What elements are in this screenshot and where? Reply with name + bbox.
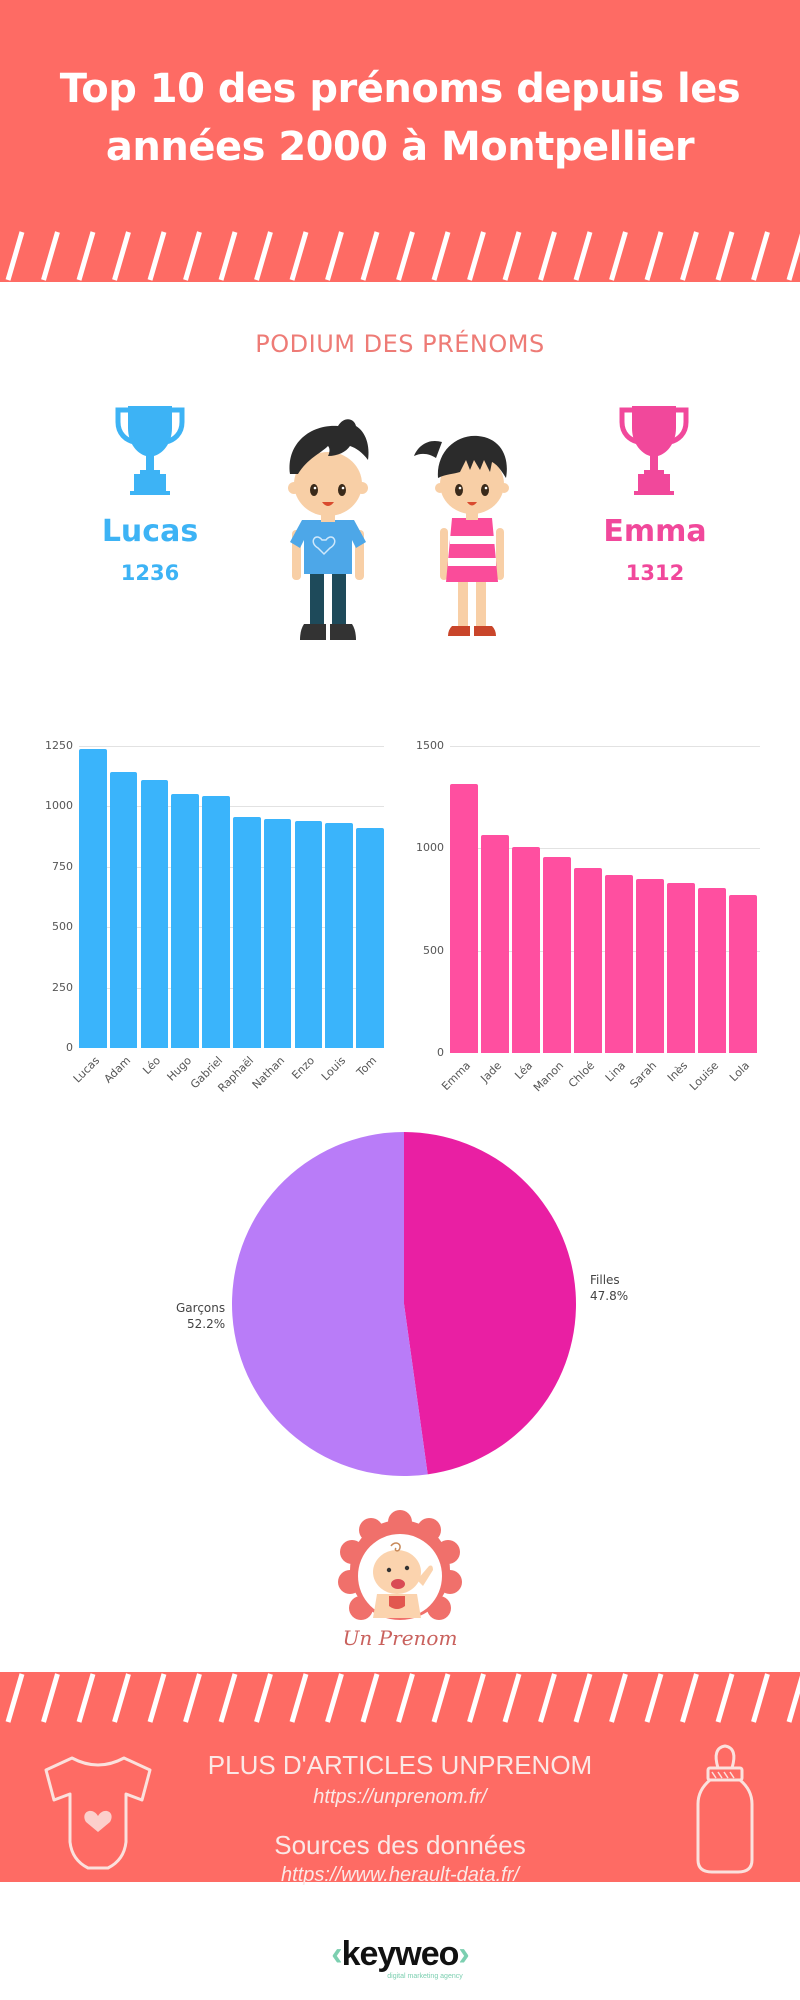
y-axis-tick: 500 <box>423 943 444 957</box>
y-axis-tick: 1500 <box>416 739 444 752</box>
trophy-icon <box>619 406 689 495</box>
girl-character-illustration <box>414 435 509 636</box>
garcons-label: Garçons <box>176 1301 226 1315</box>
y-axis-tick: 250 <box>52 980 73 994</box>
gridline <box>450 848 760 850</box>
bar-Lina <box>605 875 633 1053</box>
pie-slice-Garçons <box>232 1132 428 1476</box>
y-axis-tick: 1250 <box>45 739 73 752</box>
y-axis-tick: 750 <box>52 859 73 873</box>
bar-Léo <box>140 779 169 1048</box>
unprenom-logo-icon <box>338 1510 462 1620</box>
boy-winner-count: 1236 <box>120 561 180 585</box>
trophy-icon <box>115 406 185 495</box>
bar-Chloé <box>574 867 602 1053</box>
bar-Sarah <box>636 878 664 1053</box>
garcons-percentage: 52.2% <box>187 1317 226 1331</box>
gridline <box>79 987 384 989</box>
keyweo-tagline: digital marketing agency <box>387 1973 463 1980</box>
keyweo-logo: ‹keyweo› digital marketing agency <box>290 1935 510 1985</box>
bar-Louise <box>698 888 726 1053</box>
page-title: Top 10 des prénoms depuis les années 200… <box>0 60 800 176</box>
y-axis-tick: 500 <box>52 920 73 934</box>
bar-Raphaël <box>233 816 261 1048</box>
bar-Nathan <box>263 818 292 1048</box>
herault-data-link[interactable]: https://www.herault-data.fr/ <box>281 1864 519 1886</box>
keyweo-name: keyweo <box>341 1935 460 1973</box>
filles-percentage: 47.8% <box>590 1289 629 1303</box>
header-banner: Top 10 des prénoms depuis les années 200… <box>0 0 800 282</box>
bar-Manon <box>543 856 571 1053</box>
header-stripes <box>0 230 800 282</box>
y-axis-tick: 1000 <box>45 799 73 813</box>
more-articles-heading: PLUS D'ARTICLES UNPRENOM <box>207 1750 593 1780</box>
bar-Lola <box>729 894 757 1053</box>
bar-Tom <box>356 828 384 1048</box>
bar-Adam <box>109 771 138 1048</box>
boy-winner-name: Lucas <box>101 514 199 549</box>
baby-bottle-icon <box>696 1744 754 1874</box>
gridline <box>79 806 384 808</box>
boy-character-illustration <box>288 419 369 640</box>
bar-Emma <box>450 784 478 1053</box>
gender-pie-chart <box>230 1130 578 1478</box>
keyweo-wordmark: ‹keyweo› <box>331 1935 470 1973</box>
gridline <box>79 927 384 929</box>
bar-Louis <box>325 822 353 1048</box>
bar-Jade <box>481 835 509 1053</box>
bar-Léa <box>512 846 540 1053</box>
page-title-line2: années 2000 à Montpellier <box>105 124 695 170</box>
gridline <box>79 746 384 747</box>
bar-Lucas <box>79 749 107 1048</box>
filles-label: Filles <box>590 1273 620 1287</box>
footer-stripes <box>0 1672 800 1724</box>
unprenom-logo-text: Un Prenom <box>342 1626 458 1650</box>
podium-title: PODIUM DES PRÉNOMS <box>255 330 545 358</box>
page-title-line1: Top 10 des prénoms depuis les <box>59 66 741 112</box>
girls-bar-chart: 0 500 1000 1500 Emma Jade Léa Manon Chloé Lina Sar… <box>400 730 780 1110</box>
bar-Gabriel <box>202 796 230 1048</box>
bar-Hugo <box>171 793 199 1048</box>
bar-Enzo <box>294 821 323 1048</box>
pie-label-filles: Filles 47.8% <box>590 1272 628 1304</box>
pie-slice-Filles <box>404 1132 577 1475</box>
footer-banner: PLUS D'ARTICLES UNPRENOM https://unpreno… <box>0 1672 800 1886</box>
girl-winner-name: Emma <box>603 514 707 549</box>
baby-bodysuit-icon <box>44 1756 152 1870</box>
y-axis-tick: 0 <box>437 1046 444 1059</box>
y-axis-tick: 1000 <box>416 841 444 855</box>
data-sources-heading: Sources des données <box>274 1830 526 1860</box>
pie-label-garcons: Garçons 52.2% <box>176 1300 225 1332</box>
unprenom-link[interactable]: https://unprenom.fr/ <box>313 1786 487 1808</box>
gridline <box>79 866 384 868</box>
girl-winner-count: 1312 <box>625 561 685 585</box>
bar-Inès <box>667 883 695 1053</box>
boys-bar-chart: 0 250 500 750 1000 1250 Lucas Adam Léo Hugo Gabrie… <box>30 730 400 1110</box>
gridline <box>450 746 760 747</box>
y-axis-tick: 0 <box>66 1041 73 1054</box>
